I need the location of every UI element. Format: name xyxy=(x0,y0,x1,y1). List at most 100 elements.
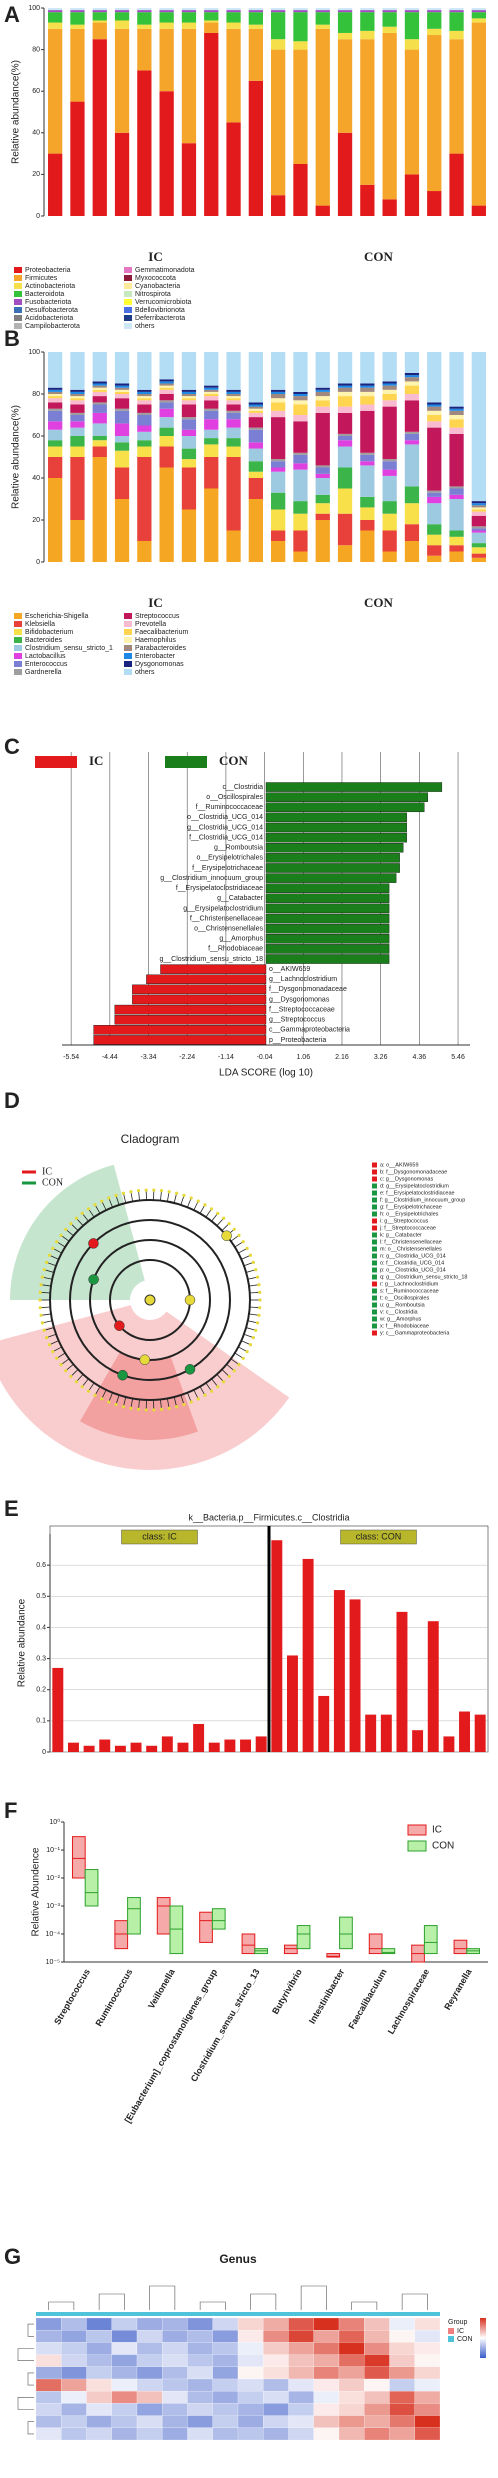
bar-segment xyxy=(159,446,174,468)
bar xyxy=(302,1558,314,1752)
bar-segment xyxy=(360,454,375,462)
lda-bar xyxy=(114,1014,267,1025)
legend-swatch xyxy=(14,323,22,329)
bar-segment xyxy=(137,389,152,392)
bar-segment xyxy=(159,387,174,390)
bar-segment xyxy=(48,28,63,154)
bar-segment xyxy=(204,408,219,411)
bar-segment xyxy=(114,20,130,29)
annotation-bar xyxy=(36,2312,440,2316)
bar-segment xyxy=(271,8,286,11)
bar-segment xyxy=(137,404,152,413)
legend-swatch xyxy=(124,283,132,289)
bar-segment xyxy=(226,8,241,11)
y-tick-label: 10⁻² xyxy=(46,1875,60,1882)
bar-segment xyxy=(382,383,397,386)
bar-segment xyxy=(204,20,219,23)
node xyxy=(227,1374,231,1379)
heat-cell xyxy=(86,2366,112,2380)
label-swatch xyxy=(372,1197,377,1203)
heat-cell xyxy=(364,2330,390,2343)
category-label: Butyrivibrio xyxy=(270,1967,304,2016)
bar-segment xyxy=(449,352,464,407)
heat-cell xyxy=(288,2342,314,2355)
bar-segment xyxy=(382,394,397,401)
bar-segment xyxy=(114,436,130,443)
bar-segment xyxy=(337,436,353,441)
x-tick-label: -0.04 xyxy=(257,1054,273,1061)
branch xyxy=(70,1369,79,1377)
bar-segment xyxy=(449,494,464,499)
heat-cell xyxy=(136,2354,163,2367)
node xyxy=(38,1290,42,1294)
bar-segment xyxy=(204,385,219,388)
panel-label: E xyxy=(4,1496,19,1521)
bar-segment xyxy=(449,406,464,409)
bar-segment xyxy=(315,24,330,29)
node xyxy=(152,1408,156,1412)
bar-segment xyxy=(471,10,486,13)
node xyxy=(107,1400,111,1404)
bar-segment xyxy=(471,511,486,516)
branch xyxy=(221,1223,230,1231)
bar-segment xyxy=(337,545,353,562)
bar-segment xyxy=(92,10,107,13)
heat-cell xyxy=(187,2317,213,2331)
node xyxy=(59,1233,63,1237)
heat-cell xyxy=(212,2366,239,2380)
branch xyxy=(249,1306,260,1309)
bar-segment xyxy=(337,446,353,468)
bar-segment xyxy=(181,419,197,430)
bar-segment xyxy=(159,379,174,382)
bar-segment xyxy=(248,410,263,413)
bar-segment xyxy=(181,398,197,401)
bar-segment xyxy=(293,396,308,401)
heat-cell xyxy=(162,2342,188,2355)
bar-segment xyxy=(114,389,130,392)
heat-cell xyxy=(414,2378,441,2392)
y-tick-label: 40 xyxy=(32,475,40,482)
node xyxy=(39,1283,43,1287)
category-label: Ruminococcus xyxy=(93,1967,134,2028)
lda-bar xyxy=(265,873,397,883)
heat-cell xyxy=(61,2366,87,2380)
bar-segment xyxy=(337,39,353,133)
node xyxy=(93,1203,97,1207)
y-axis-label: Relative abundance(%) xyxy=(11,405,22,509)
y-tick-label: 60 xyxy=(32,433,40,440)
node xyxy=(100,1199,104,1203)
x-tick-label: -2.24 xyxy=(179,1054,195,1061)
bar-segment xyxy=(360,387,375,392)
heat-cell xyxy=(338,2391,365,2404)
category-label: g__Romboutsia xyxy=(214,845,263,852)
legend-label: Acidobacteriota xyxy=(25,315,73,322)
bar-segment xyxy=(48,446,63,457)
heat-cell xyxy=(136,2330,163,2343)
bar-segment xyxy=(70,10,85,13)
x-tick-label: -4.44 xyxy=(102,1054,118,1061)
bar-segment xyxy=(449,415,464,420)
box xyxy=(453,1939,468,1955)
node xyxy=(257,1313,261,1317)
category-label: f__Clostridia_UCG_014 xyxy=(189,834,263,841)
bar-segment xyxy=(427,404,442,407)
bar-segment xyxy=(181,417,197,420)
legend-label: IC xyxy=(89,753,103,768)
node xyxy=(175,1191,179,1195)
node xyxy=(47,1343,52,1347)
bar-segment xyxy=(204,391,219,394)
legend-label: Bacteroidota xyxy=(25,291,64,298)
heat-cell xyxy=(389,2378,415,2392)
bar-segment xyxy=(382,406,397,460)
bar-segment xyxy=(449,551,464,562)
bar-segment xyxy=(204,419,219,430)
legend-swatch xyxy=(448,2328,454,2334)
bar-segment xyxy=(315,465,330,468)
category-label: f__Streptococcaceae xyxy=(269,1006,335,1013)
bar xyxy=(318,1695,330,1752)
bar-segment xyxy=(382,501,397,514)
bar-segment xyxy=(315,391,330,397)
branch xyxy=(199,1386,206,1396)
bar-segment xyxy=(159,417,174,428)
bar-segment xyxy=(204,389,219,392)
